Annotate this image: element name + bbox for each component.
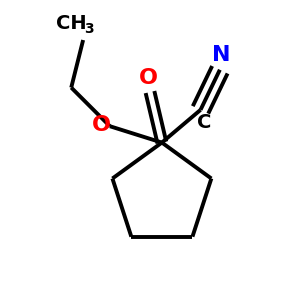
Text: O: O (139, 68, 158, 88)
Text: N: N (212, 45, 231, 65)
Text: CH: CH (56, 14, 86, 34)
Text: C: C (197, 113, 211, 132)
Text: 3: 3 (84, 22, 94, 36)
Text: O: O (92, 115, 111, 135)
